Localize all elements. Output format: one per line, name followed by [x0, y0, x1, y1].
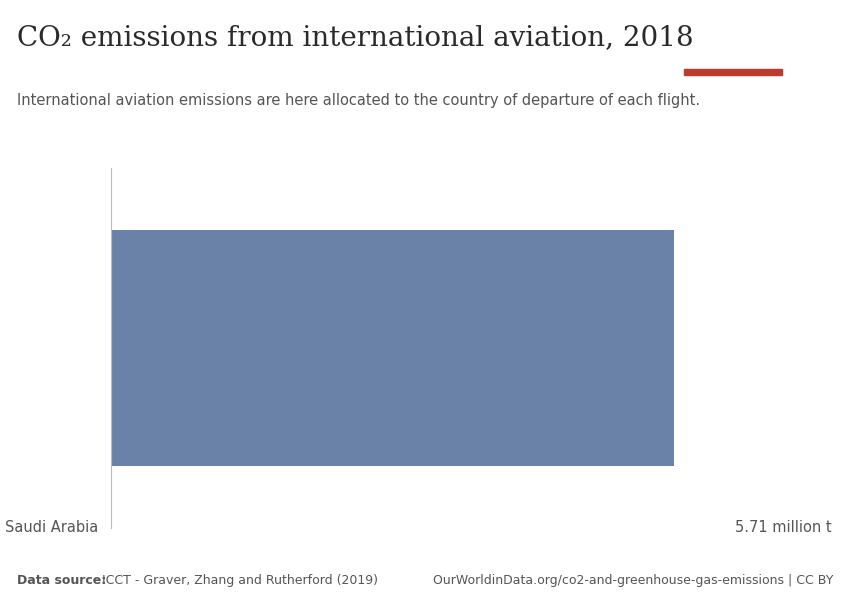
Text: Our World: Our World	[700, 27, 767, 40]
Text: in Data: in Data	[709, 49, 757, 62]
Text: Data source:: Data source:	[17, 574, 106, 587]
Text: ICCT - Graver, Zhang and Rutherford (2019): ICCT - Graver, Zhang and Rutherford (201…	[98, 574, 377, 587]
Bar	[110, 230, 674, 466]
Text: International aviation emissions are here allocated to the country of departure : International aviation emissions are her…	[17, 93, 700, 108]
Text: OurWorldinData.org/co2-and-greenhouse-gas-emissions | CC BY: OurWorldinData.org/co2-and-greenhouse-ga…	[433, 574, 833, 587]
Text: 5.71 million t: 5.71 million t	[734, 520, 831, 535]
Bar	[684, 69, 782, 75]
Text: CO₂ emissions from international aviation, 2018: CO₂ emissions from international aviatio…	[17, 24, 694, 51]
Text: Saudi Arabia: Saudi Arabia	[5, 520, 99, 535]
